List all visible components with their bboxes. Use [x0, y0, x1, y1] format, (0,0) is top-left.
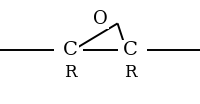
Text: O: O [93, 10, 107, 28]
Text: R: R [64, 64, 76, 81]
Text: C: C [63, 41, 77, 59]
Text: C: C [123, 41, 137, 59]
Text: R: R [124, 64, 136, 81]
